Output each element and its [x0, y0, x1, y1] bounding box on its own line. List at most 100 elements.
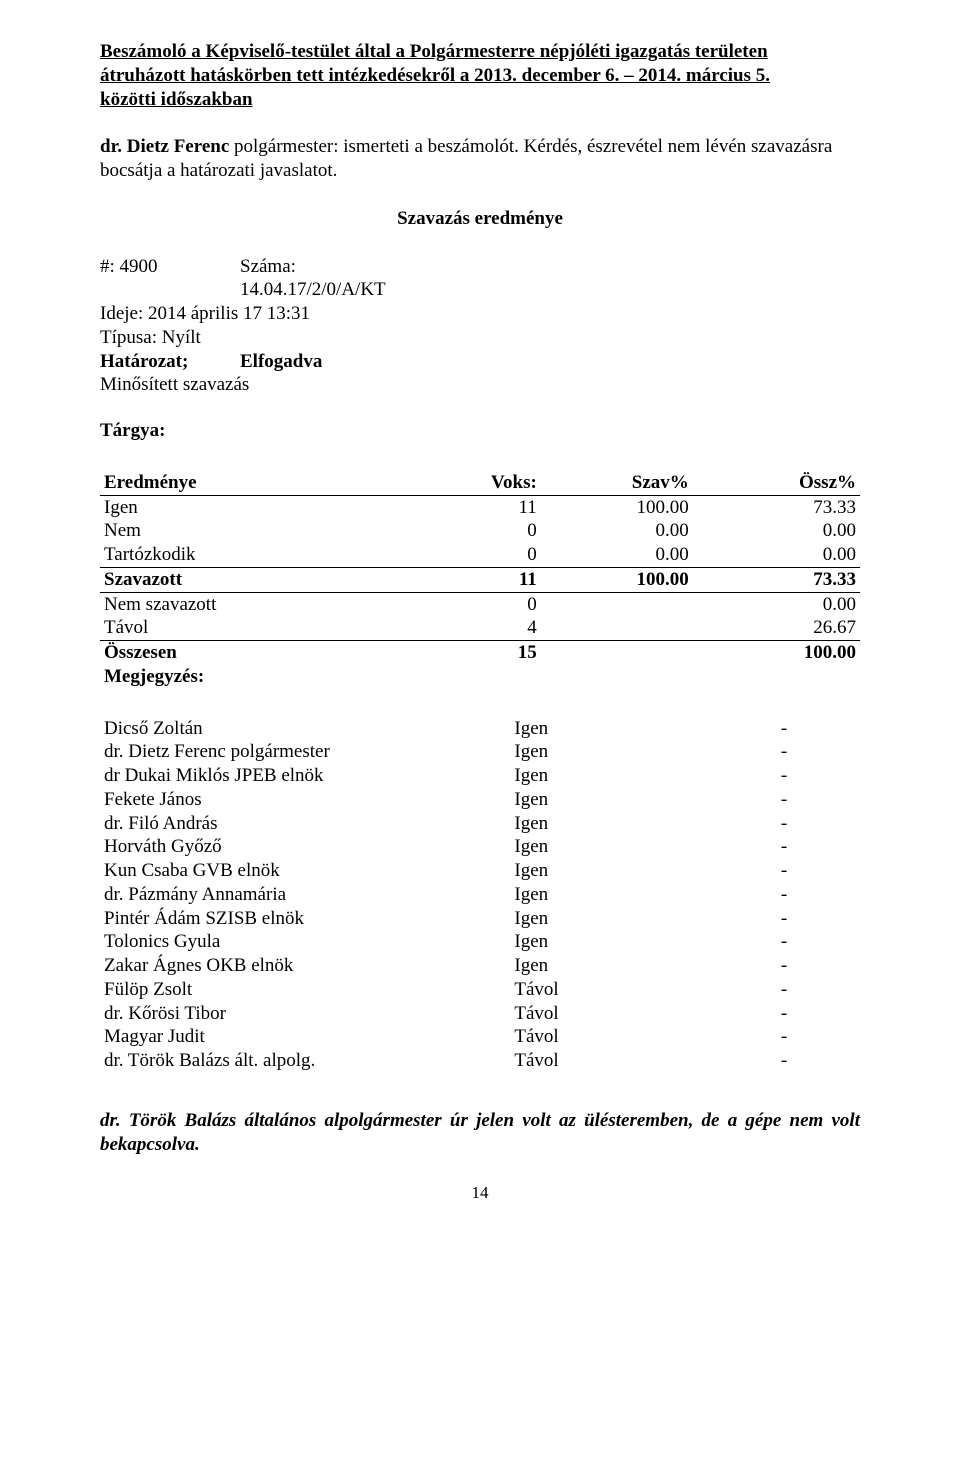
cell-igen-ossz: 73.33: [693, 495, 860, 519]
rollcall-name: dr. Kőrösi Tibor: [100, 1002, 510, 1026]
rollcall-vote: Igen: [510, 717, 708, 741]
rollcall-mark: -: [708, 1049, 860, 1073]
rollcall-row: dr. Dietz Ferenc polgármesterIgen-: [100, 740, 860, 764]
page: Beszámoló a Képviselő-testület által a P…: [0, 0, 960, 1244]
cell-igen-label: Igen: [100, 495, 389, 519]
title-line-3: közötti időszakban: [100, 89, 253, 110]
row-nemszavazott: Nem szavazott 0 0.00: [100, 592, 860, 616]
rollcall-vote: Igen: [510, 859, 708, 883]
row-megjegyzes: Megjegyzés:: [100, 665, 860, 689]
hdr-szav: Szav%: [541, 471, 693, 495]
rollcall-mark: -: [708, 717, 860, 741]
rollcall-row: dr. Pázmány AnnamáriaIgen-: [100, 883, 860, 907]
row-tartozkodik: Tartózkodik 0 0.00 0.00: [100, 543, 860, 567]
cell-nemszav-ossz: 0.00: [693, 592, 860, 616]
rollcall-vote: Igen: [510, 835, 708, 859]
rollcall-row: Tolonics GyulaIgen-: [100, 930, 860, 954]
rollcall-vote: Igen: [510, 764, 708, 788]
cell-szav-ossz: 73.33: [693, 567, 860, 592]
cell-igen-szav: 100.00: [541, 495, 693, 519]
cell-igen-voks: 11: [389, 495, 541, 519]
cell-ossz-label: Összesen: [100, 641, 389, 665]
rollcall-row: Fekete JánosIgen-: [100, 788, 860, 812]
rollcall-row: Zakar Ágnes OKB elnökIgen-: [100, 954, 860, 978]
cell-tart-label: Tartózkodik: [100, 543, 389, 567]
meta-hatarozat-value: Elfogadva: [240, 350, 322, 374]
row-igen: Igen 11 100.00 73.33: [100, 495, 860, 519]
cell-megjegyzes-label: Megjegyzés:: [100, 665, 389, 689]
rollcall-vote: Igen: [510, 788, 708, 812]
cell-ossz-voks: 15: [389, 641, 541, 665]
meta-szama: Száma: 14.04.17/2/0/A/KT: [240, 255, 440, 303]
meta-tipusa: Típusa: Nyílt: [100, 326, 860, 350]
rollcall-table: Dicső ZoltánIgen-dr. Dietz Ferenc polgár…: [100, 717, 860, 1073]
rollcall-vote: Igen: [510, 930, 708, 954]
cell-tart-voks: 0: [389, 543, 541, 567]
rollcall-row: Kun Csaba GVB elnökIgen-: [100, 859, 860, 883]
rollcall-vote: Távol: [510, 1002, 708, 1026]
rollcall-vote: Távol: [510, 1025, 708, 1049]
rollcall-row: Horváth GyőzőIgen-: [100, 835, 860, 859]
rollcall-mark: -: [708, 907, 860, 931]
rollcall-name: Horváth Győző: [100, 835, 510, 859]
rollcall-mark: -: [708, 740, 860, 764]
page-number: 14: [100, 1182, 860, 1203]
rollcall-vote: Igen: [510, 812, 708, 836]
rollcall-name: Dicső Zoltán: [100, 717, 510, 741]
rollcall-vote: Igen: [510, 883, 708, 907]
rollcall-vote: Igen: [510, 954, 708, 978]
hdr-ossz: Össz%: [693, 471, 860, 495]
rollcall-vote: Igen: [510, 907, 708, 931]
cell-nemszav-label: Nem szavazott: [100, 592, 389, 616]
rollcall-name: dr. Dietz Ferenc polgármester: [100, 740, 510, 764]
meta-hatarozat-label: Határozat;: [100, 350, 240, 374]
rollcall-mark: -: [708, 835, 860, 859]
intro-name: dr. Dietz Ferenc: [100, 136, 229, 157]
rollcall-mark: -: [708, 812, 860, 836]
rollcall-name: Tolonics Gyula: [100, 930, 510, 954]
rollcall-vote: Távol: [510, 978, 708, 1002]
rollcall-name: dr. Filó András: [100, 812, 510, 836]
rollcall-mark: -: [708, 1025, 860, 1049]
meta-targya: Tárgya:: [100, 419, 860, 443]
rollcall-mark: -: [708, 978, 860, 1002]
cell-szav-voks: 11: [389, 567, 541, 592]
row-tavol: Távol 4 26.67: [100, 616, 860, 640]
cell-szav-szav: 100.00: [541, 567, 693, 592]
vote-meta-block: #: 4900 Száma: 14.04.17/2/0/A/KT Ideje: …: [100, 255, 860, 443]
rollcall-name: Pintér Ádám SZISB elnök: [100, 907, 510, 931]
rollcall-name: Magyar Judit: [100, 1025, 510, 1049]
rollcall-name: dr Dukai Miklós JPEB elnök: [100, 764, 510, 788]
rollcall-name: Fülöp Zsolt: [100, 978, 510, 1002]
rollcall-mark: -: [708, 764, 860, 788]
results-header-row: Eredménye Voks: Szav% Össz%: [100, 471, 860, 495]
cell-szav-label: Szavazott: [100, 567, 389, 592]
cell-tavol-voks: 4: [389, 616, 541, 640]
rollcall-mark: -: [708, 930, 860, 954]
rollcall-row: Dicső ZoltánIgen-: [100, 717, 860, 741]
rollcall-row: Pintér Ádám SZISB elnökIgen-: [100, 907, 860, 931]
meta-hatarozat-row: Határozat; Elfogadva: [100, 350, 860, 374]
cell-tart-szav: 0.00: [541, 543, 693, 567]
rollcall-mark: -: [708, 954, 860, 978]
rollcall-name: dr. Török Balázs ált. alpolg.: [100, 1049, 510, 1073]
cell-tart-ossz: 0.00: [693, 543, 860, 567]
vote-header: Szavazás eredménye: [100, 207, 860, 231]
rollcall-mark: -: [708, 859, 860, 883]
cell-ossz-ossz: 100.00: [693, 641, 860, 665]
cell-tavol-label: Távol: [100, 616, 389, 640]
cell-nem-label: Nem: [100, 519, 389, 543]
rollcall-row: Magyar JuditTávol-: [100, 1025, 860, 1049]
rollcall-name: Kun Csaba GVB elnök: [100, 859, 510, 883]
document-title: Beszámoló a Képviselő-testület által a P…: [100, 40, 860, 111]
rollcall-mark: -: [708, 1002, 860, 1026]
meta-ideje: Ideje: 2014 április 17 13:31: [100, 302, 860, 326]
meta-row-id: #: 4900 Száma: 14.04.17/2/0/A/KT: [100, 255, 860, 303]
rollcall-row: dr. Filó AndrásIgen-: [100, 812, 860, 836]
row-nem: Nem 0 0.00 0.00: [100, 519, 860, 543]
cell-nemszav-voks: 0: [389, 592, 541, 616]
rollcall-row: dr. Török Balázs ált. alpolg.Távol-: [100, 1049, 860, 1073]
rollcall-name: dr. Pázmány Annamária: [100, 883, 510, 907]
rollcall-row: dr Dukai Miklós JPEB elnökIgen-: [100, 764, 860, 788]
rollcall-mark: -: [708, 883, 860, 907]
